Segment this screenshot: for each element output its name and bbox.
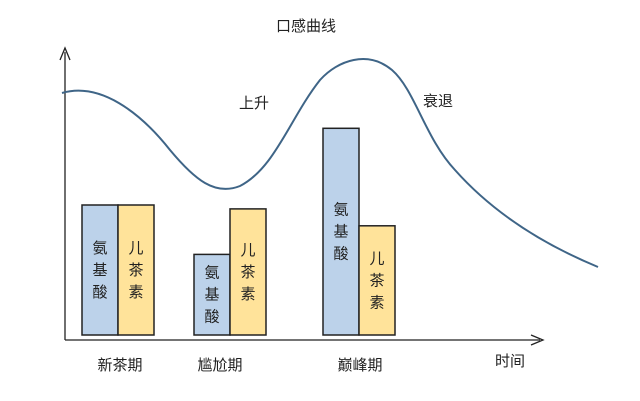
bar-amino-acid-awkward [193, 253, 231, 336]
bar-group-new-tea: 氨基酸 儿茶素 [81, 204, 155, 336]
curve-label-decline: 衰退 [423, 92, 453, 110]
curve-label-rise: 上升 [239, 94, 269, 112]
diagram-title: 口感曲线 [276, 17, 336, 35]
bar-label-amino-acid-awkward: 氨基酸 [204, 264, 219, 326]
x-axis-label: 时间 [495, 352, 525, 370]
bar-catechin-new-tea [117, 204, 155, 336]
bar-label-amino-acid-new-tea: 氨基酸 [92, 239, 107, 301]
category-label-new-tea: 新茶期 [97, 356, 142, 374]
bar-label-amino-acid-peak: 氨基酸 [333, 201, 348, 263]
bar-label-catechin-peak: 儿茶素 [369, 249, 384, 311]
y-axis-arrow [59, 46, 71, 61]
bar-label-catechin-awkward: 儿茶素 [240, 241, 255, 303]
bar-group-peak: 氨基酸 儿茶素 [322, 127, 396, 336]
bar-catechin-peak [358, 225, 396, 336]
x-axis-arrow [530, 334, 545, 346]
taste-curve-line [61, 58, 599, 268]
bar-group-awkward: 氨基酸 儿茶素 [193, 208, 267, 336]
bar-catechin-awkward [229, 208, 267, 336]
bar-label-catechin-new-tea: 儿茶素 [128, 239, 143, 301]
category-label-awkward: 尴尬期 [197, 356, 242, 374]
bar-amino-acid-new-tea [81, 204, 119, 336]
category-label-peak: 巅峰期 [337, 356, 382, 374]
